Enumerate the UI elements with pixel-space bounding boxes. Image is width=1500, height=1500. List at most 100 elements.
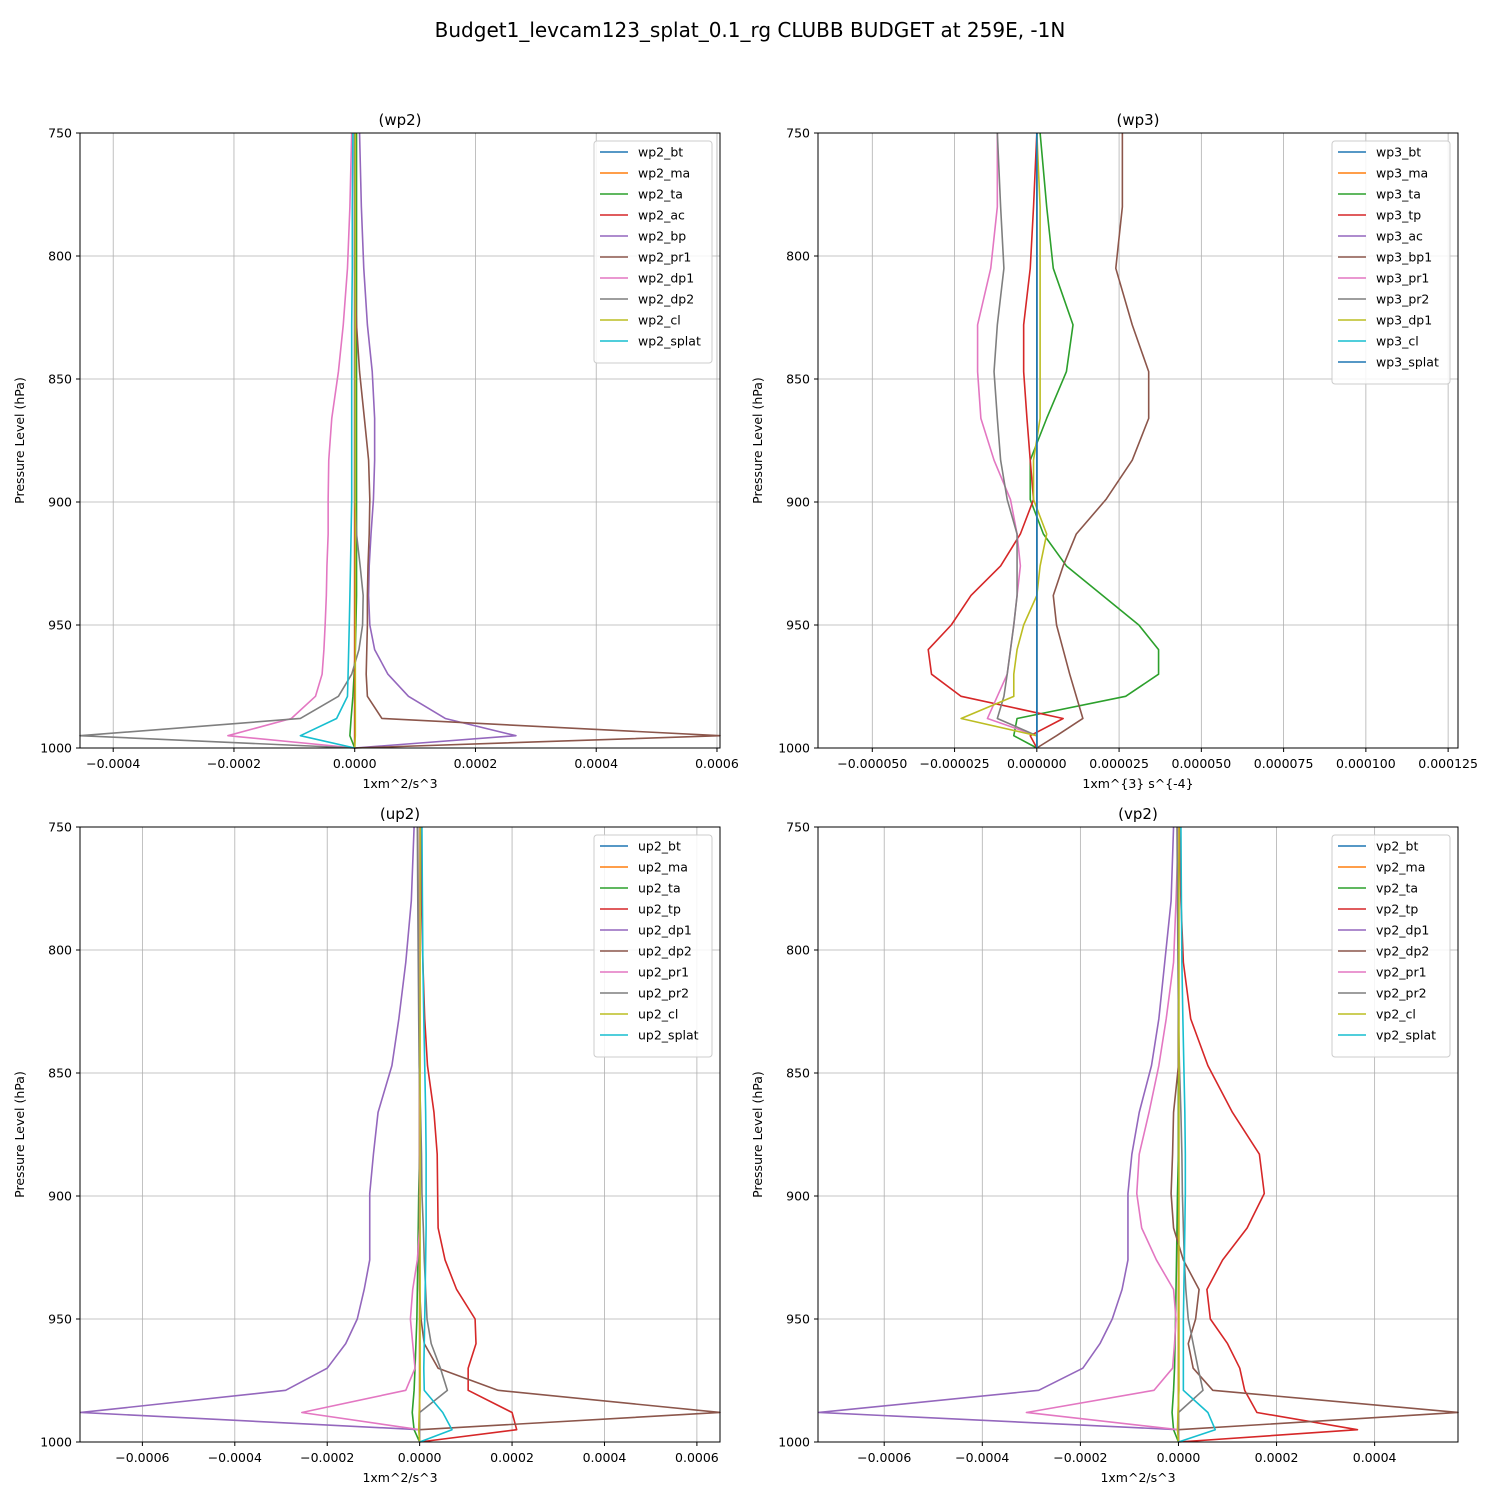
x-axis-label: 1xm^2/s^3 xyxy=(362,1470,437,1485)
x-axis-label: 1xm^2/s^3 xyxy=(1100,1470,1175,1485)
y-axis-label: Pressure Level (hPa) xyxy=(12,1071,27,1198)
x-axis-label: 1xm^{3} s^{-4} xyxy=(1082,776,1193,791)
series-lines xyxy=(818,826,1459,1443)
legend-label: vp2_dp1 xyxy=(1376,923,1429,938)
y-tick-label: 800 xyxy=(786,249,810,264)
legend-label: wp3_splat xyxy=(1376,355,1439,370)
series-lines xyxy=(927,132,1160,749)
legend-label: wp2_dp2 xyxy=(638,292,694,307)
series-line-up2_cl xyxy=(417,827,421,1443)
x-tick-label: 0.0004 xyxy=(583,1450,627,1465)
legend-label: up2_ma xyxy=(638,860,688,875)
x-tick-label: −0.0002 xyxy=(1053,1450,1107,1465)
legend-label: wp2_pr1 xyxy=(638,250,691,265)
y-tick-label: 1000 xyxy=(40,1435,72,1450)
legend-label: vp2_bt xyxy=(1376,839,1418,854)
panel-title: (vp2) xyxy=(1118,805,1158,823)
panel-title: (up2) xyxy=(380,805,420,823)
x-tick-label: 0.000000 xyxy=(1007,756,1067,771)
y-tick-label: 950 xyxy=(786,618,810,633)
legend-label: wp2_bp xyxy=(638,229,686,244)
y-tick-label: 800 xyxy=(48,943,72,958)
y-tick-label: 750 xyxy=(786,126,810,141)
series-line-wp2_cl xyxy=(353,133,357,749)
panel-vp2: −0.0006 −0.0004 −0.0002 0.0000 0.0002 0.0004 7… xyxy=(750,805,1459,1485)
x-tick-label: 0.000125 xyxy=(1418,756,1478,771)
y-tick-label: 1000 xyxy=(778,1435,810,1450)
y-tick-label: 850 xyxy=(48,372,72,387)
series-lines xyxy=(79,132,721,749)
legend: up2_bt up2_ma up2_ta up2_tp up2_dp1 up2_dp2up… xyxy=(593,834,713,1058)
axes-frame xyxy=(817,826,1459,1443)
series-line-wp2_pr1 xyxy=(353,133,721,749)
legend-label: vp2_ta xyxy=(1376,881,1418,896)
series-line-wp3_pr2 xyxy=(993,132,1038,748)
legend-box xyxy=(593,834,713,1058)
x-tick-label: −0.0004 xyxy=(955,1450,1009,1465)
series-line-wp3_bp1 xyxy=(1036,133,1150,749)
y-tick-label: 750 xyxy=(786,820,810,835)
legend-label: wp3_cl xyxy=(1376,334,1419,349)
legend-label: up2_dp2 xyxy=(638,944,692,959)
legend-label: wp2_ta xyxy=(638,187,683,202)
legend-box xyxy=(1331,834,1451,1058)
legend: wp3_bt wp3_ma wp3_ta wp3_tp wp3_ac wp3_bp1 wp3… xyxy=(1331,140,1451,385)
series-line-vp2_splat xyxy=(1178,826,1217,1443)
legend-label: up2_cl xyxy=(638,1007,678,1022)
y-tick-label: 900 xyxy=(48,1189,72,1204)
figure-title: Budget1_levcam123_splat_0.1_rg CLUBB BUD… xyxy=(435,18,1066,42)
legend-label: vp2_dp2 xyxy=(1376,944,1429,959)
y-tick-label: 800 xyxy=(786,943,810,958)
x-tick-label: 0.000050 xyxy=(1172,756,1232,771)
y-tick-label: 950 xyxy=(48,618,72,633)
series-line-wp3_ta xyxy=(1012,132,1160,749)
series-lines xyxy=(80,826,721,1443)
panel-title: (wp3) xyxy=(1116,111,1159,129)
panel-up2: −0.0006 −0.0004 −0.0002 0.0000 0.0002 0.0004 0… xyxy=(12,805,721,1485)
legend-box xyxy=(593,140,713,364)
legend-label: up2_splat xyxy=(638,1028,699,1043)
legend-label: wp2_ma xyxy=(638,166,690,181)
x-axis-label: 1xm^2/s^3 xyxy=(362,776,437,791)
series-line-wp3_tp xyxy=(927,132,1064,749)
legend-label: vp2_pr2 xyxy=(1376,986,1427,1001)
y-tick-label: 800 xyxy=(48,249,72,264)
legend-label: wp3_bt xyxy=(1376,145,1421,160)
y-tick-label: 750 xyxy=(48,820,72,835)
legend-label: wp2_splat xyxy=(638,334,701,349)
panel-wp2: −0.0004 −0.0002 0.0000 0.0002 0.0004 0.0006 75… xyxy=(12,111,739,791)
legend-label: wp3_ma xyxy=(1376,166,1428,181)
y-tick-label: 900 xyxy=(786,495,810,510)
series-line-wp2_bp xyxy=(354,132,517,749)
x-tick-label: 0.0006 xyxy=(675,1450,719,1465)
series-line-vp2_pr1 xyxy=(1025,826,1180,1442)
legend-label: up2_tp xyxy=(638,902,681,917)
series-line-up2_pr2 xyxy=(416,826,449,1442)
legend-label: up2_ta xyxy=(638,881,681,896)
x-tick-label: 0.0002 xyxy=(1255,1450,1299,1465)
series-line-up2_splat xyxy=(419,826,453,1443)
x-tick-label: −0.0002 xyxy=(207,756,261,771)
x-tick-label: 0.0002 xyxy=(490,1450,534,1465)
legend-label: wp2_bt xyxy=(638,145,683,160)
y-tick-label: 900 xyxy=(786,1189,810,1204)
series-line-wp2_splat xyxy=(299,132,355,749)
x-tick-label: 0.0002 xyxy=(454,756,498,771)
axes-frame xyxy=(79,826,721,1443)
legend-label: wp3_tp xyxy=(1376,208,1421,223)
y-tick-label: 850 xyxy=(786,1066,810,1081)
x-tick-label: 0.0000 xyxy=(398,1450,442,1465)
legend-label: vp2_ma xyxy=(1376,860,1425,875)
x-tick-label: −0.0004 xyxy=(86,756,140,771)
legend-label: wp2_dp1 xyxy=(638,271,694,286)
y-tick-label: 850 xyxy=(786,372,810,387)
y-tick-label: 950 xyxy=(48,1312,72,1327)
legend-label: vp2_pr1 xyxy=(1376,965,1427,980)
legend-label: wp2_ac xyxy=(638,208,685,223)
series-line-vp2_dp1 xyxy=(818,826,1180,1442)
legend-label: wp3_pr2 xyxy=(1376,292,1429,307)
y-tick-label: 900 xyxy=(48,495,72,510)
legend: wp2_bt wp2_ma wp2_ta wp2_ac wp2_bp wp2_pr1 wp2… xyxy=(593,140,713,364)
legend-label: up2_dp1 xyxy=(638,923,692,938)
